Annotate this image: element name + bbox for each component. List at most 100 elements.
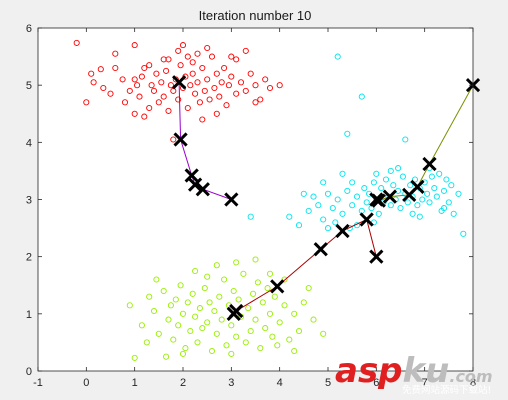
data-point-cluster-2 [353, 193, 361, 200]
centroid-marker [359, 212, 374, 227]
data-point-cluster-1 [146, 104, 153, 112]
data-point-cluster-3 [228, 322, 235, 329]
y-tick-label: 5 [26, 80, 32, 92]
data-point-cluster-2 [387, 202, 394, 209]
data-point-cluster-3 [204, 319, 211, 326]
data-point-cluster-2 [361, 185, 368, 192]
data-point-cluster-2 [310, 193, 317, 200]
data-point-cluster-3 [266, 270, 274, 277]
data-point-cluster-1 [189, 70, 196, 77]
data-point-cluster-3 [291, 310, 298, 317]
data-point-cluster-3 [286, 336, 293, 343]
data-point-cluster-3 [233, 333, 240, 340]
data-point-cluster-3 [281, 276, 288, 283]
data-point-cluster-3 [213, 330, 220, 337]
data-point-cluster-1 [155, 99, 162, 106]
data-point-cluster-1 [233, 90, 240, 97]
y-tick-label: 6 [26, 23, 32, 35]
data-point-cluster-1 [252, 82, 259, 89]
data-point-cluster-1 [134, 82, 141, 89]
data-point-cluster-1 [88, 70, 95, 77]
data-point-cluster-3 [242, 339, 249, 346]
data-point-cluster-1 [131, 76, 138, 83]
data-point-cluster-1 [242, 87, 249, 94]
data-point-cluster-2 [349, 202, 356, 209]
data-point-cluster-1 [112, 64, 119, 72]
data-point-cluster-3 [295, 327, 303, 335]
data-point-cluster-1 [206, 96, 213, 103]
watermark-brand-a: asp [335, 351, 403, 391]
data-point-cluster-3 [320, 330, 327, 337]
x-tick-label: 4 [277, 377, 283, 389]
data-point-cluster-3 [310, 316, 317, 323]
x-tick-label: 1 [132, 377, 138, 389]
data-point-cluster-1 [175, 47, 182, 54]
data-point-cluster-3 [170, 336, 177, 343]
data-point-cluster-2 [395, 165, 402, 172]
data-point-cluster-2 [433, 193, 440, 200]
data-point-cluster-2 [370, 179, 377, 186]
data-point-cluster-1 [225, 82, 232, 89]
data-point-cluster-3 [187, 327, 194, 335]
x-tick-label: 0 [83, 377, 89, 389]
centroid-markers [172, 75, 481, 321]
data-point-cluster-2 [324, 225, 332, 232]
data-point-cluster-2 [339, 170, 346, 177]
x-tick-label: 8 [470, 377, 476, 389]
data-point-cluster-3 [233, 259, 240, 266]
y-tick-label: 4 [26, 137, 32, 149]
y-tick-label: 1 [26, 309, 32, 321]
data-point-cluster-2 [334, 196, 341, 203]
data-point-cluster-3 [192, 313, 199, 320]
data-point-cluster-1 [211, 84, 218, 92]
data-point-cluster-1 [158, 79, 165, 86]
y-tick-label: 0 [26, 366, 32, 378]
data-point-cluster-1 [276, 82, 283, 89]
data-point-cluster-1 [121, 99, 129, 106]
data-point-cluster-3 [204, 273, 211, 280]
data-point-cluster-3 [240, 270, 247, 277]
axes-background [38, 28, 473, 371]
data-point-cluster-2 [247, 213, 254, 220]
data-point-cluster-1 [112, 50, 119, 57]
centroid-marker [173, 132, 188, 147]
data-point-cluster-1 [252, 99, 259, 106]
data-point-cluster-2 [375, 210, 382, 217]
centroid-marker [382, 189, 397, 204]
data-point-cluster-2 [315, 202, 322, 209]
centroid-marker [172, 75, 187, 90]
data-point-cluster-3 [182, 345, 189, 352]
centroid-marker [187, 177, 203, 192]
data-point-cluster-1 [237, 79, 245, 86]
data-point-cluster-3 [252, 256, 259, 263]
data-point-cluster-2 [324, 190, 332, 197]
data-point-cluster-3 [199, 325, 206, 332]
data-point-cluster-3 [291, 347, 298, 355]
data-point-cluster-3 [155, 330, 162, 337]
data-point-cluster-1 [218, 79, 225, 86]
data-point-cluster-3 [223, 342, 230, 349]
data-point-cluster-3 [230, 287, 237, 295]
data-point-cluster-1 [208, 53, 216, 60]
data-point-cluster-1 [90, 79, 97, 86]
data-point-cluster-3 [281, 302, 288, 309]
data-points [73, 39, 467, 361]
data-point-cluster-1 [175, 96, 182, 103]
data-point-cluster-2 [344, 187, 351, 194]
centroid-marker [313, 242, 328, 257]
data-point-cluster-1 [213, 70, 220, 77]
data-point-cluster-2 [411, 176, 419, 183]
chart-title: Iteration number 10 [199, 8, 312, 23]
data-point-cluster-1 [201, 87, 208, 94]
data-point-cluster-1 [138, 73, 145, 80]
data-point-cluster-1 [136, 93, 143, 100]
data-point-cluster-1 [189, 59, 196, 66]
data-point-cluster-2 [426, 199, 433, 206]
data-point-cluster-2 [295, 222, 303, 229]
centroid-marker [369, 249, 384, 264]
data-point-cluster-3 [266, 310, 274, 317]
data-point-cluster-2 [460, 230, 467, 237]
data-point-cluster-1 [192, 90, 199, 97]
data-point-cluster-1 [141, 64, 148, 72]
